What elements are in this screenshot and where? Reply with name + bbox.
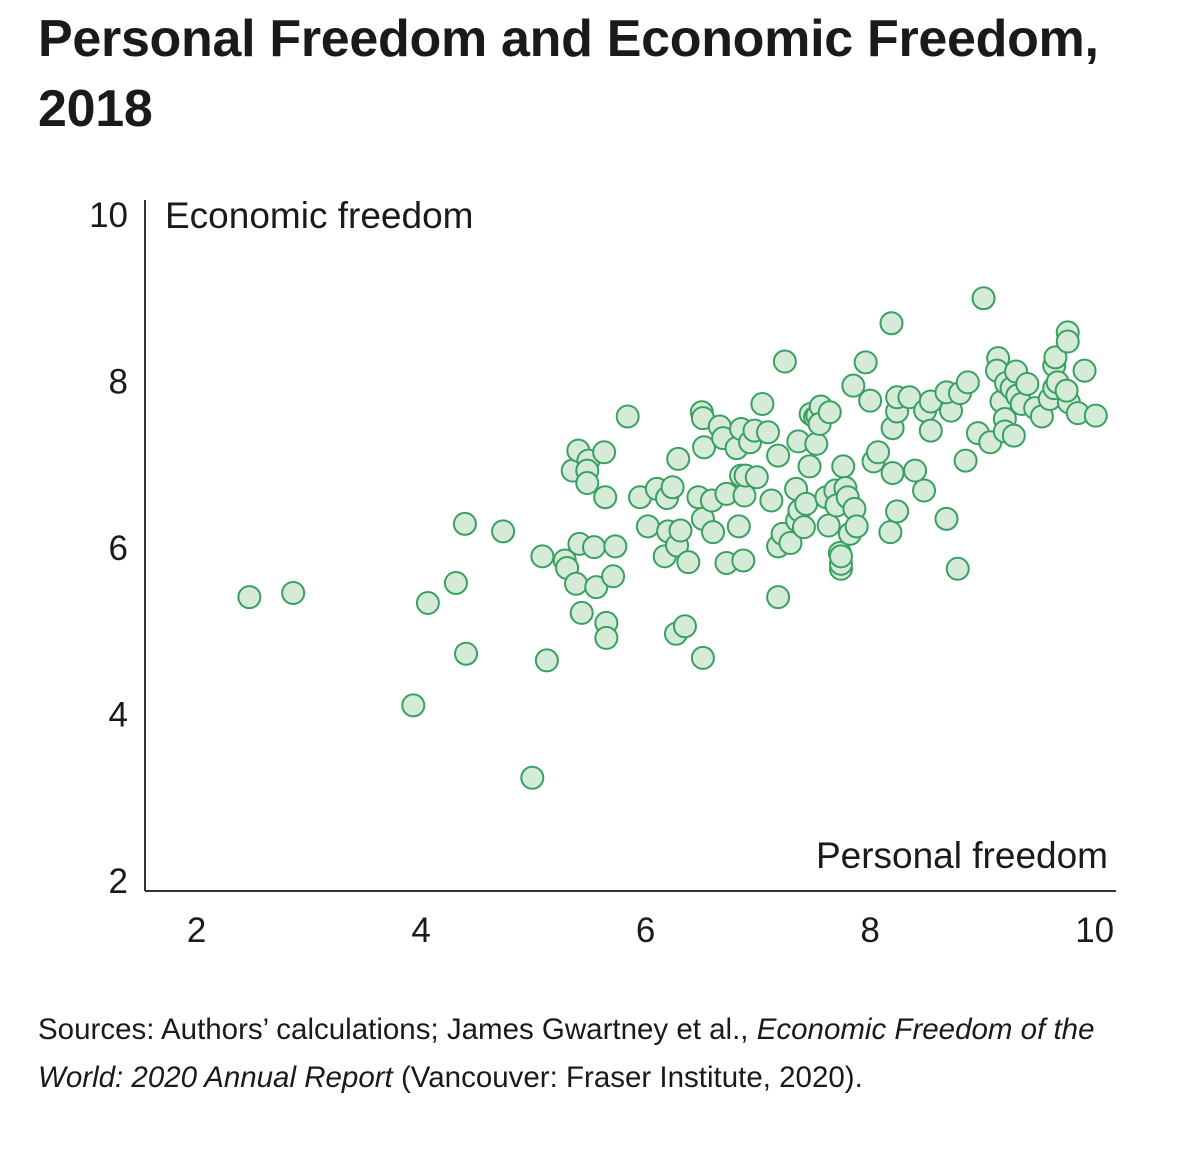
data-point bbox=[866, 440, 891, 465]
data-point bbox=[750, 391, 775, 416]
data-point bbox=[582, 535, 607, 560]
data-point bbox=[415, 590, 440, 615]
data-point bbox=[918, 418, 943, 443]
sources-report-title: Economic Freedom of the World: 2020 Annu… bbox=[38, 1013, 1095, 1094]
data-point bbox=[1043, 345, 1068, 370]
data-point bbox=[934, 506, 959, 531]
data-point bbox=[744, 465, 769, 490]
data-point bbox=[885, 499, 910, 524]
data-point bbox=[690, 645, 715, 670]
data-point bbox=[828, 544, 853, 569]
data-point bbox=[971, 286, 996, 311]
data-point bbox=[945, 556, 970, 581]
data-point bbox=[615, 404, 640, 429]
data-point bbox=[772, 349, 797, 374]
data-point bbox=[491, 519, 516, 544]
data-point bbox=[794, 491, 819, 516]
data-point bbox=[1015, 371, 1040, 396]
data-point bbox=[1083, 403, 1108, 428]
data-point bbox=[817, 400, 842, 425]
data-point bbox=[766, 585, 791, 610]
data-point bbox=[660, 475, 685, 500]
data-point bbox=[534, 648, 559, 673]
data-point bbox=[1054, 378, 1079, 403]
y-tick-label: 4 bbox=[109, 696, 128, 735]
points-layer bbox=[237, 286, 1108, 790]
y-axis-title: Economic freedom bbox=[165, 195, 473, 236]
data-point bbox=[831, 454, 856, 479]
data-point bbox=[601, 564, 626, 589]
data-point bbox=[844, 514, 869, 539]
x-tick-labels: 2 4 6 8 10 bbox=[187, 911, 1114, 950]
data-point bbox=[401, 693, 426, 718]
y-tick-labels: 2 4 6 8 10 bbox=[89, 196, 128, 901]
y-tick-label: 8 bbox=[109, 362, 128, 401]
data-point bbox=[878, 520, 903, 545]
data-point bbox=[955, 370, 980, 395]
data-point bbox=[692, 435, 717, 460]
data-point bbox=[879, 311, 904, 336]
sources-note: Sources: Authors’ calculations; James Gw… bbox=[38, 1006, 1168, 1102]
data-point bbox=[584, 575, 609, 600]
chart-title: Personal Freedom and Economic Freedom, 2… bbox=[38, 10, 1099, 138]
data-point bbox=[668, 518, 693, 543]
data-point bbox=[443, 570, 468, 595]
data-point bbox=[858, 388, 883, 413]
data-point bbox=[454, 641, 479, 666]
data-point bbox=[569, 600, 594, 625]
data-point bbox=[701, 520, 726, 545]
x-axis-title: Personal freedom bbox=[816, 835, 1108, 876]
x-tick-label: 4 bbox=[411, 911, 430, 950]
y-tick-label: 2 bbox=[109, 862, 128, 901]
data-point bbox=[520, 765, 545, 790]
scatter-chart: 2 4 6 8 10 2 4 6 8 10 Economic freedom Personal … bbox=[89, 195, 1116, 950]
data-point bbox=[1001, 423, 1026, 448]
data-point bbox=[841, 373, 866, 398]
data-point bbox=[804, 431, 829, 456]
data-point bbox=[676, 550, 701, 575]
data-point bbox=[797, 454, 822, 479]
data-point bbox=[912, 478, 937, 503]
data-point bbox=[953, 448, 978, 473]
data-point bbox=[603, 534, 628, 559]
x-tick-label: 8 bbox=[860, 911, 879, 950]
y-tick-label: 10 bbox=[89, 196, 128, 235]
data-point bbox=[281, 580, 306, 605]
data-point bbox=[237, 585, 262, 610]
y-tick-label: 6 bbox=[109, 529, 128, 568]
data-point bbox=[1055, 329, 1080, 354]
x-tick-label: 10 bbox=[1075, 911, 1114, 950]
data-point bbox=[452, 511, 477, 536]
sources-suffix: (Vancouver: Fraser Institute, 2020). bbox=[392, 1061, 863, 1094]
data-point bbox=[1072, 358, 1097, 383]
data-point bbox=[903, 458, 928, 483]
data-point bbox=[778, 531, 803, 556]
data-point bbox=[530, 544, 555, 569]
data-point bbox=[635, 514, 660, 539]
data-point bbox=[666, 446, 691, 471]
data-point bbox=[593, 485, 618, 510]
data-point bbox=[791, 515, 816, 540]
data-point bbox=[726, 514, 751, 539]
data-point bbox=[756, 420, 781, 445]
x-tick-label: 2 bbox=[187, 911, 206, 950]
data-point bbox=[592, 440, 617, 465]
data-point bbox=[766, 443, 791, 468]
data-point bbox=[853, 350, 878, 375]
data-point bbox=[575, 471, 600, 496]
data-point bbox=[880, 461, 905, 486]
sources-prefix: Sources: Authors’ calculations; James Gw… bbox=[38, 1013, 757, 1046]
x-tick-label: 6 bbox=[636, 911, 655, 950]
data-point bbox=[672, 614, 697, 639]
data-point bbox=[816, 513, 841, 538]
data-point bbox=[731, 548, 756, 573]
data-point bbox=[759, 488, 784, 513]
data-point bbox=[564, 571, 589, 596]
data-point bbox=[594, 625, 619, 650]
